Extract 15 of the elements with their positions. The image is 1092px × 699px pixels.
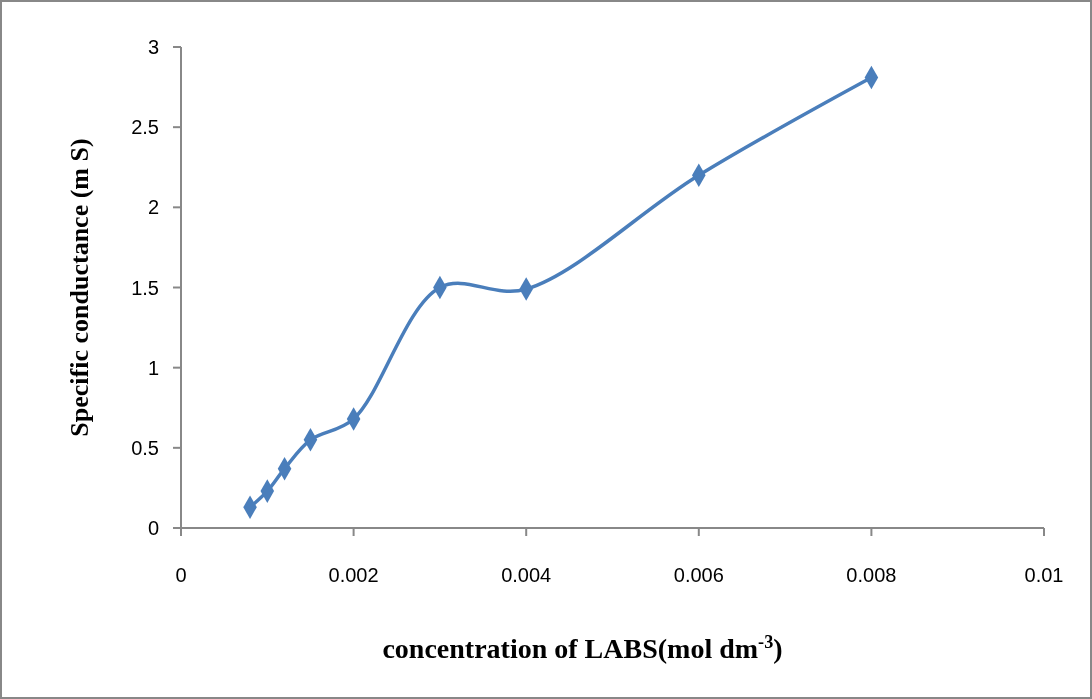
y-tick-label: 1.5 bbox=[131, 276, 159, 299]
y-tick-label: 2 bbox=[147, 196, 159, 219]
x-tick-label: 0.008 bbox=[846, 564, 897, 586]
x-tick-label: 0.006 bbox=[673, 564, 724, 586]
y-tick-label: 3 bbox=[147, 36, 159, 58]
y-tick-label: 1 bbox=[147, 356, 159, 379]
y-axis-title: Specific conductance (m S) bbox=[65, 138, 94, 437]
x-tick-label: 0.002 bbox=[328, 564, 379, 586]
y-tick-label: 0 bbox=[147, 517, 159, 539]
y-tick-label: 2.5 bbox=[131, 116, 159, 139]
x-tick-label: 0 bbox=[175, 564, 187, 586]
x-axis-title: concentration of LABS(mol dm$^{-3}$) bbox=[382, 632, 783, 664]
x-tick-label: 0.004 bbox=[501, 564, 552, 586]
y-tick-label: 0.5 bbox=[131, 436, 159, 459]
x-tick-label: 0.01 bbox=[1024, 564, 1064, 586]
